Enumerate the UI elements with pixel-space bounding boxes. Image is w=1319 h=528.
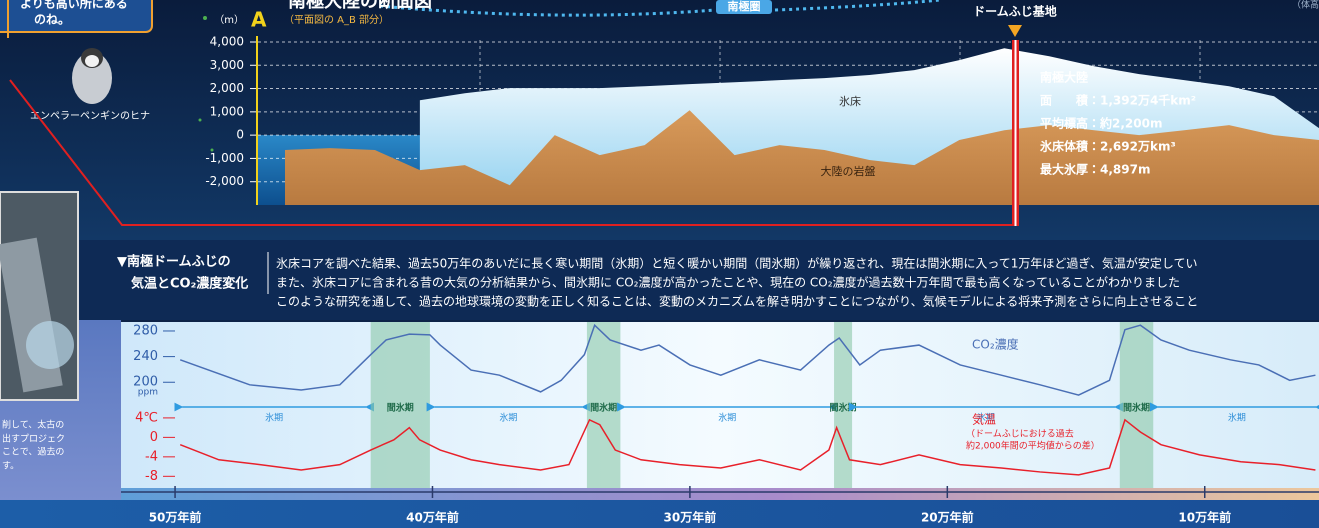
section-subtitle: （平面図の A_B 部分）	[284, 14, 389, 26]
section-title: 南極大陸の断面図	[288, 0, 432, 12]
paragraph-line: このような研究を通して、過去の地球環境の変動を正しく知ることは、変動のメカニズム…	[276, 294, 1198, 309]
y-tick-label: 4,000	[210, 34, 244, 48]
y-unit: （m）	[214, 14, 244, 26]
ice-label: 氷床	[839, 95, 861, 108]
period-label: 間氷期	[387, 402, 414, 414]
station-bar-core	[1015, 40, 1017, 226]
section-heading: ▼南極ドームふじの	[117, 254, 231, 270]
photo-caption: 削して、太古の	[2, 419, 64, 431]
x-tick-label: 50万年前	[149, 510, 202, 525]
period-label: 氷期	[499, 412, 517, 424]
x-tick-label: 20万年前	[921, 510, 974, 525]
bedrock-label: 大陸の岩盤	[821, 164, 876, 178]
x-tick-label: 40万年前	[406, 510, 459, 525]
callout-line: のね。	[34, 13, 70, 27]
y-tick-label: 280	[133, 323, 158, 338]
y-tick-label: 240	[133, 349, 158, 364]
penguin-caption: エンペラーペンギンのヒナ	[30, 110, 150, 122]
callout-line: よりも高い所にある	[20, 0, 128, 11]
y2-tick-label: 4℃	[135, 410, 158, 425]
paragraph-line: 氷床コアを調べた結果、過去50万年のあいだに長く寒い期間（氷期）と短く暖かい期間…	[276, 256, 1197, 271]
temperature-note: （ドームふじにおける過去	[966, 428, 1074, 440]
info-row: 平均標高：約2,200m	[1040, 116, 1162, 131]
info-row: 氷床体積：2,692万km³	[1039, 139, 1176, 154]
period-label: 間氷期	[830, 402, 857, 414]
period-label: 間氷期	[1123, 402, 1150, 414]
station-label: ドームふじ基地	[973, 4, 1057, 19]
photo-caption: ことで、過去の	[2, 446, 64, 458]
infographic: 南極圏 よりも高い所にある のね。 エンペラーペンギンのヒナ （体高115cm）…	[0, 0, 1319, 528]
y-unit: ppm	[138, 388, 158, 398]
photo-caption: す。	[2, 461, 19, 472]
x-tick-label: 10万年前	[1178, 510, 1231, 525]
y-tick-label: 1,000	[210, 104, 244, 118]
y-tick-label: -2,000	[205, 174, 244, 188]
period-label: 氷期	[1228, 412, 1246, 424]
info-title: 南極大陸	[1040, 70, 1088, 85]
y-tick-label: 0	[236, 128, 244, 142]
y-tick-label: 2,000	[210, 81, 244, 95]
island	[203, 16, 207, 20]
temperature-note: 約2,000年間の平均値からの差）	[966, 440, 1100, 452]
y2-tick-label: -8	[145, 469, 158, 484]
y-tick-label: -1,000	[205, 151, 244, 165]
circle-label: 南極圏	[728, 0, 761, 13]
period-label: 氷期	[265, 412, 283, 424]
point-label: A	[251, 8, 267, 32]
info-row: 最大氷厚：4,897m	[1040, 162, 1150, 177]
photo-caption: 出すプロジェク	[2, 433, 65, 445]
x-tick-label: 30万年前	[664, 510, 717, 525]
period-label: 氷期	[718, 412, 736, 424]
y2-tick-label: -4	[145, 449, 158, 464]
photo-ice	[26, 321, 74, 369]
penguin-face	[85, 55, 99, 67]
y2-tick-label: 0	[150, 430, 158, 445]
y-tick-label: 3,000	[210, 58, 244, 72]
period-label: 間氷期	[590, 402, 617, 414]
paragraph-line: また、氷床コアに含まれる昔の大気の分析結果から、間氷期に CO₂濃度が高かったこ…	[276, 275, 1180, 290]
series-label: 気温	[972, 412, 996, 427]
section-heading: 気温とCO₂濃度変化	[131, 276, 248, 292]
island	[199, 119, 202, 122]
info-row: 面 積：1,392万4千km²	[1040, 93, 1196, 108]
page: 南極圏 よりも高い所にある のね。 エンペラーペンギンのヒナ （体高115cm）…	[0, 0, 1319, 528]
penguin-height: （体高115cm）	[1292, 0, 1319, 11]
series-label: CO₂濃度	[972, 338, 1019, 352]
axis-band	[121, 488, 1319, 500]
